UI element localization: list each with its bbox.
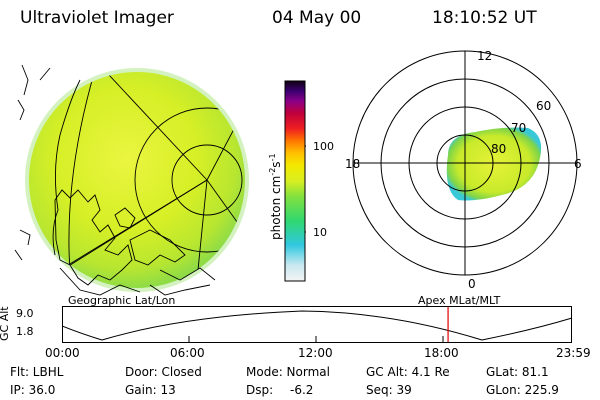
alt-ytick-9: 9.0 xyxy=(16,307,34,320)
colorbar-unit-sup1: -2 xyxy=(268,167,277,176)
geographic-image xyxy=(14,64,249,296)
seq-info: Seq: 39 xyxy=(366,383,412,397)
colorbar-unit-text: photon cm xyxy=(269,175,283,240)
coastlines xyxy=(14,64,216,296)
instrument-title: Ultraviolet Imager xyxy=(20,8,174,28)
colorbar-unit-s: s xyxy=(269,161,283,168)
gain-info: Gain: 13 xyxy=(125,383,176,397)
polar-grid xyxy=(352,50,578,276)
aurora-disk xyxy=(29,72,245,288)
mlt-label-12: 12 xyxy=(477,49,492,63)
mlt-label-0: 0 xyxy=(468,277,476,290)
lat-label-80: 80 xyxy=(491,142,506,156)
altitude-plot xyxy=(62,306,573,343)
colorbar-tick-100: 100 xyxy=(313,140,334,153)
mlt-label-6: 6 xyxy=(574,157,582,171)
filter-info: Flt: LBHL xyxy=(10,365,64,379)
colorbar-tick-10: 10 xyxy=(313,226,327,239)
alt-xtick-06: 06:00 xyxy=(170,346,205,360)
alt-xtick-12: 12:00 xyxy=(298,346,333,360)
geographic-label: Geographic Lat/Lon xyxy=(68,294,176,307)
dsp-info-value: -6.2 xyxy=(290,383,314,397)
gc-alt-info: GC Alt: 4.1 Re xyxy=(366,365,450,379)
gc-alt-label-wrap: GC Alt xyxy=(0,306,14,343)
alt-xtick-00: 00:00 xyxy=(45,346,80,360)
dsp-info-label: Dsp: xyxy=(246,383,274,397)
mlt-label-18: 18 xyxy=(345,157,360,171)
alt-xtick-18: 18:00 xyxy=(424,346,459,360)
altitude-curve xyxy=(62,310,573,341)
colorbar xyxy=(284,80,306,282)
mode-info: Mode: Normal xyxy=(246,365,330,379)
apex-label: Apex MLat/MLT xyxy=(418,294,501,307)
polar-plot: 12 18 6 0 60 70 80 xyxy=(345,49,582,290)
lat-label-70: 70 xyxy=(511,121,526,135)
image-time: 18:10:52 UT xyxy=(432,8,537,28)
colorbar-unit-sup2: -1 xyxy=(268,153,277,162)
ip-info: IP: 36.0 xyxy=(10,383,56,397)
lat-label-60: 60 xyxy=(536,99,551,113)
alt-xtick-2359: 23:59 xyxy=(556,346,591,360)
auroral-oval xyxy=(446,127,542,201)
glon-info: GLon: 225.9 xyxy=(486,383,559,397)
alt-ytick-1-8: 1.8 xyxy=(16,325,34,338)
glat-info: GLat: 81.1 xyxy=(486,365,549,379)
gc-alt-ylabel: GC Alt xyxy=(0,306,11,341)
door-info: Door: Closed xyxy=(125,365,202,379)
image-date: 04 May 00 xyxy=(272,8,362,28)
